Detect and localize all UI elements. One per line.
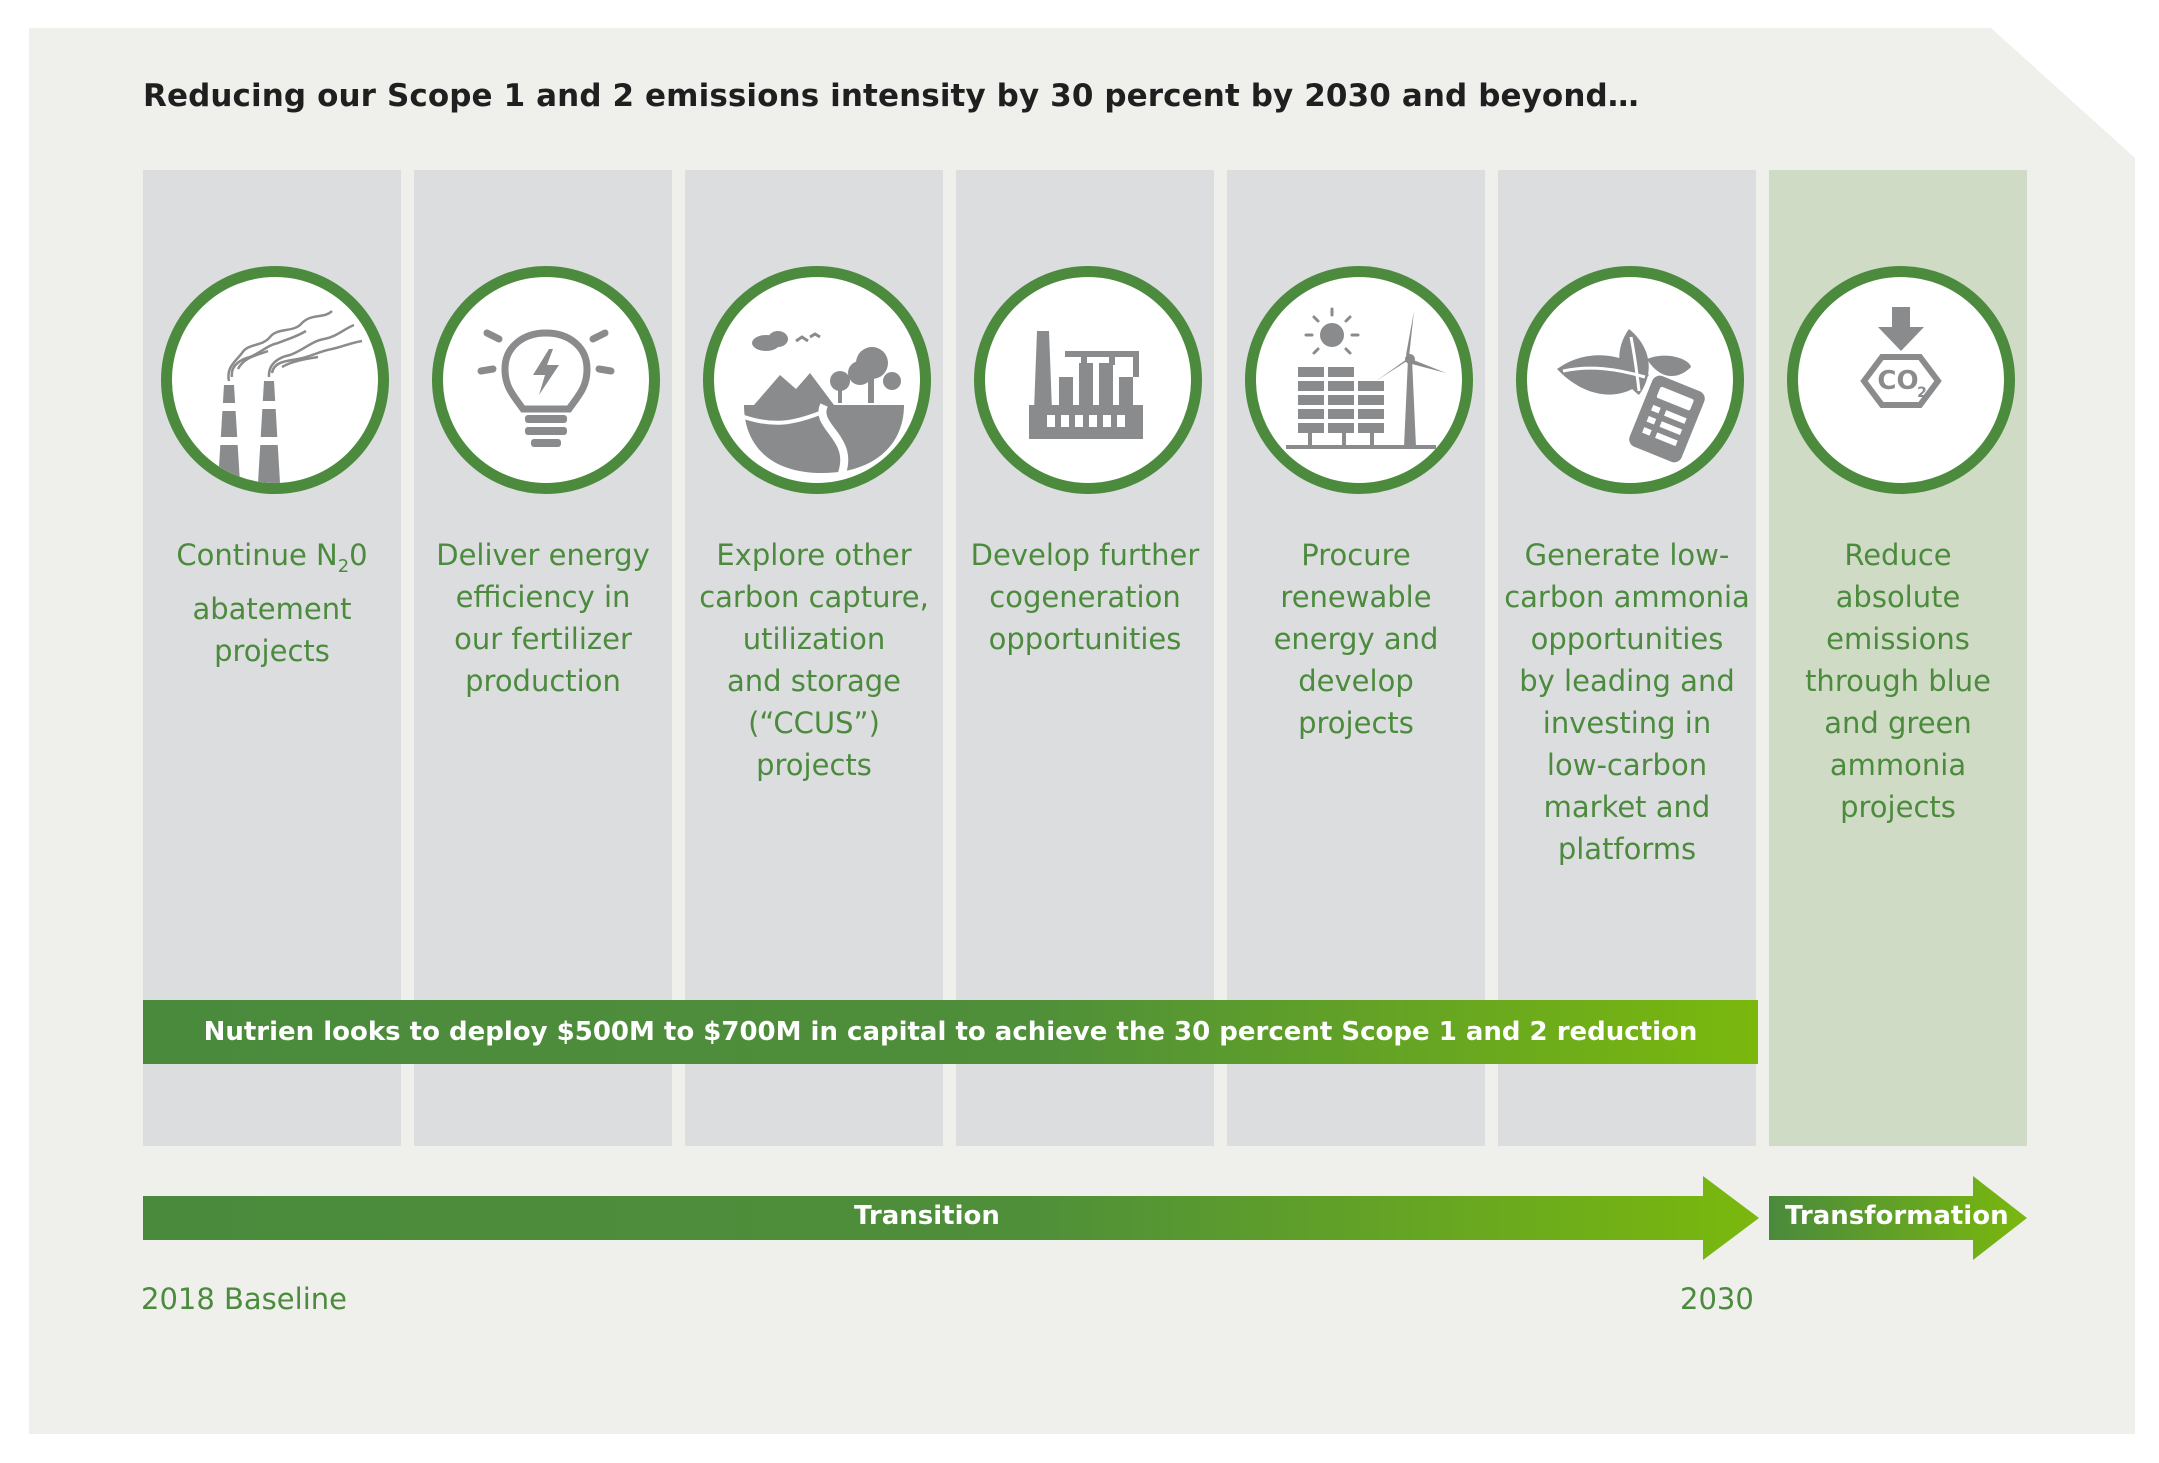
column-text: Procure renewable energy and develop pro… [1273,538,1439,740]
cogeneration-plant-icon [1029,331,1143,439]
leaves-calculator-icon [1557,329,1705,463]
transition-arrow [143,1176,1759,1260]
column-ccus: Explore other carbon capture, utilizatio… [685,170,943,1146]
icon-circle [974,266,1202,494]
column-low-carbon-ammonia: Generate low- carbon ammonia opportuniti… [1498,170,1756,1146]
baseline-label: 2018 Baseline [141,1282,347,1316]
co2-reduction-icon: CO 2 [1860,307,1942,408]
icon-circle [1516,266,1744,494]
diagram-title: Reducing our Scope 1 and 2 emissions int… [143,78,1639,114]
column-text: Explore other carbon capture, utilizatio… [699,538,929,782]
column-text: Continue N20 abatement projects [176,538,368,668]
icon-circle: CO 2 [1787,266,2015,494]
transformation-arrow [1769,1176,2027,1260]
icon-circle [703,266,931,494]
factory-smokestacks-icon [218,310,363,483]
transformation-label: Transformation [1785,1201,2009,1231]
icon-circle [432,266,660,494]
solar-wind-icon [1286,307,1446,449]
lightbulb-energy-icon [477,329,615,447]
icon-circle [1245,266,1473,494]
column-text: Deliver energy efficiency in our fertili… [436,538,650,698]
column-energy-efficiency: Deliver energy efficiency in our fertili… [414,170,672,1146]
capital-deployment-text: Nutrien looks to deploy $500M to $700M i… [203,1017,1698,1047]
column-text: Reduce absolute emissions through blue a… [1805,538,1991,824]
column-reduce-absolute-emissions: CO 2 Reduce absolute emissions through b… [1769,170,2027,1146]
column-text: Generate low- carbon ammonia opportuniti… [1504,538,1750,866]
co2-label: CO [1877,366,1918,396]
end-year-label: 2030 [1680,1282,1754,1316]
capital-deployment-bar: Nutrien looks to deploy $500M to $700M i… [143,1000,1758,1064]
transition-label: Transition [854,1201,1000,1231]
column-text: Develop further cogeneration opportuniti… [970,538,1200,656]
column-n2o-abatement: Continue N20 abatement projects [143,170,401,1146]
co2-subscript: 2 [1917,385,1927,401]
column-cogeneration: Develop further cogeneration opportuniti… [956,170,1214,1146]
column-renewable-energy: Procure renewable energy and develop pro… [1227,170,1485,1146]
carbon-storage-landscape-icon [743,331,904,475]
icon-circle [161,266,389,494]
